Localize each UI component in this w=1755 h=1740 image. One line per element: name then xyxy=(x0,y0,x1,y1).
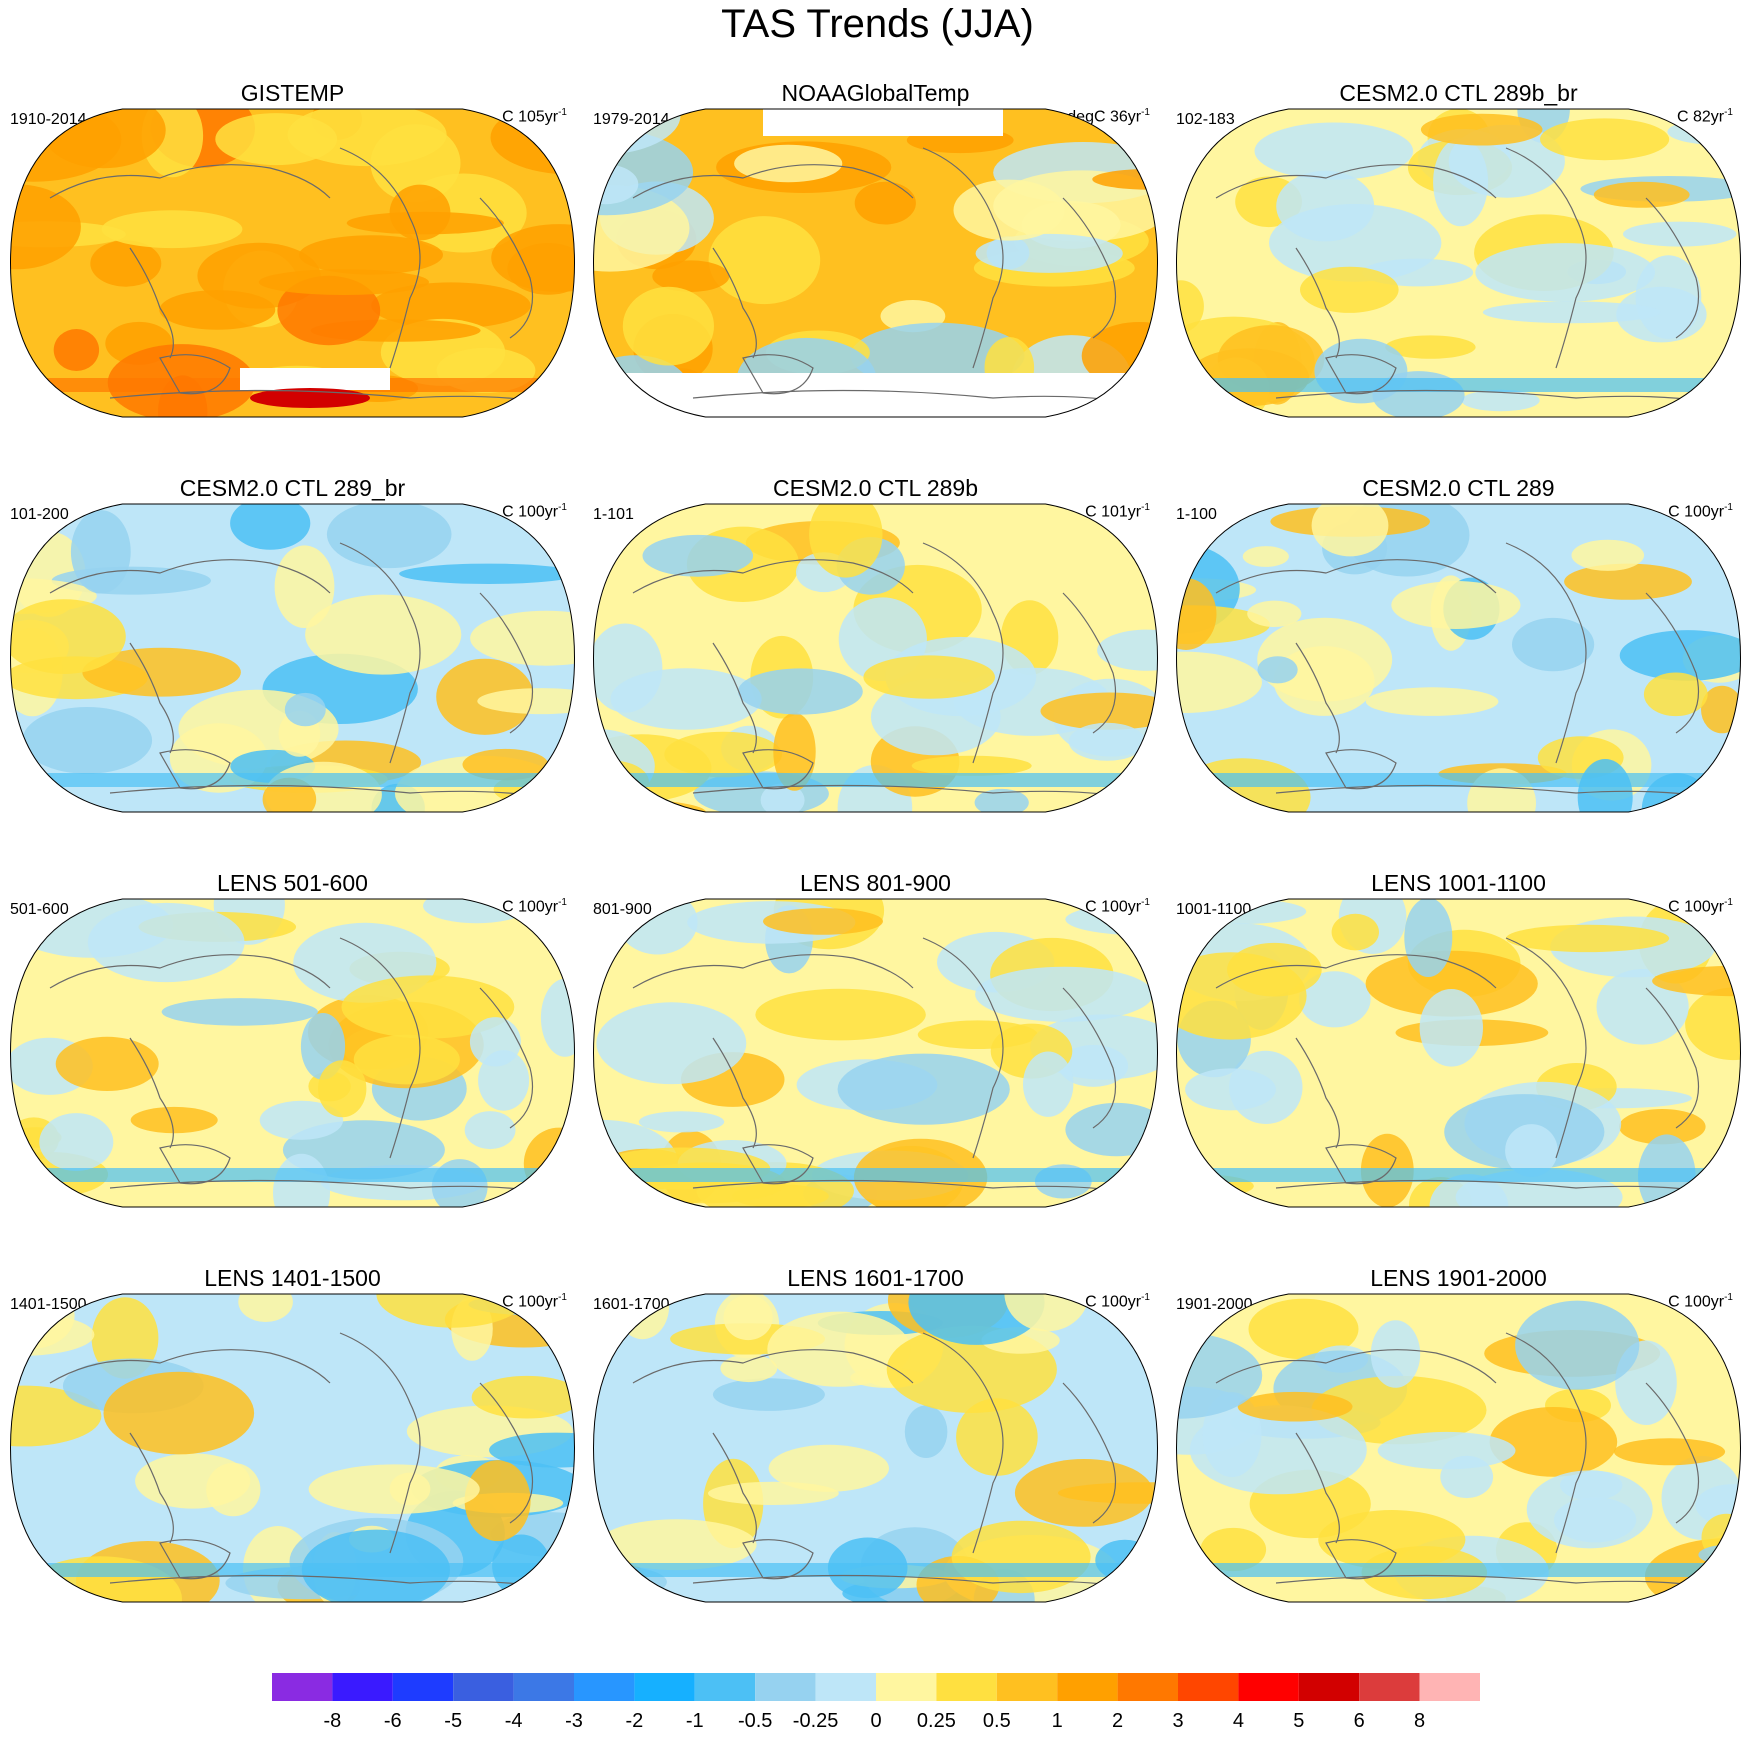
colorbar-swatch xyxy=(1057,1673,1118,1701)
map-panel: CESM2.0 CTL 289_br 101-200 C 100yr-1 xyxy=(0,393,585,813)
panel-title: LENS 501-600 xyxy=(217,870,368,896)
colorbar-tick-label: -8 xyxy=(324,1710,342,1732)
panel-title: LENS 1401-1500 xyxy=(204,1265,381,1291)
colorbar-swatch xyxy=(392,1673,454,1701)
colorbar-tick-label: 4 xyxy=(1233,1710,1244,1732)
unit-label: C 100yr-1 xyxy=(1668,897,1733,916)
colorbar-swatch xyxy=(694,1673,756,1701)
colorbar-tick-label: -1 xyxy=(686,1710,704,1732)
map-panel: LENS 1001-1100 1001-1100 C 100yr-1 xyxy=(1166,788,1751,1208)
colorbar-tick-label: -0.5 xyxy=(738,1710,772,1732)
map-panel: CESM2.0 CTL 289b_br 102-183 C 82yr-1 xyxy=(1166,0,1751,418)
colorbar-swatch xyxy=(876,1673,937,1701)
unit-label: C 100yr-1 xyxy=(1085,897,1150,916)
colorbar-swatch xyxy=(1178,1673,1239,1701)
world-map xyxy=(10,108,575,418)
colorbar-swatch xyxy=(1238,1673,1299,1701)
colorbar-tick-label: 0.25 xyxy=(917,1710,956,1732)
period-label: 801-900 xyxy=(593,901,652,918)
colorbar-swatch xyxy=(1117,1673,1178,1701)
colorbar-tick-label: 0.5 xyxy=(983,1710,1011,1732)
panel-title: GISTEMP xyxy=(240,80,345,106)
colorbar-tick-label: 1 xyxy=(1052,1710,1063,1732)
colorbar-tick-label: -4 xyxy=(505,1710,523,1732)
map-panel: LENS 1601-1700 1601-1700 C 100yr-1 xyxy=(583,1183,1168,1603)
colorbar-swatch xyxy=(996,1673,1058,1701)
period-label: 1-100 xyxy=(1176,506,1217,523)
figure-title: TAS Trends (JJA) xyxy=(721,2,1034,46)
colorbar-swatch xyxy=(332,1673,393,1701)
unit-label: C 100yr-1 xyxy=(502,1292,567,1311)
world-map xyxy=(593,1293,1158,1603)
colorbar-tick-label: -0.25 xyxy=(793,1710,839,1732)
world-map xyxy=(1176,898,1741,1208)
period-label: 501-600 xyxy=(10,901,69,918)
colorbar-swatch xyxy=(755,1673,816,1701)
map-panel: CESM2.0 CTL 289 1-100 C 100yr-1 xyxy=(1166,393,1751,813)
period-label: 1-101 xyxy=(593,506,634,523)
colorbar-swatch xyxy=(1359,1673,1420,1701)
unit-label: C 82yr-1 xyxy=(1676,107,1733,126)
map-panel: LENS 801-900 801-900 C 100yr-1 xyxy=(583,788,1168,1208)
colorbar-swatch xyxy=(634,1673,695,1701)
colorbar-swatch xyxy=(1298,1673,1360,1701)
colorbar-swatch xyxy=(815,1673,876,1701)
period-label: 1401-1500 xyxy=(10,1296,87,1313)
panel-title: LENS 1901-2000 xyxy=(1370,1265,1547,1291)
unit-label: C 100yr-1 xyxy=(1668,1292,1733,1311)
period-label: 1979-2014 xyxy=(593,111,670,128)
unit-label: C 105yr-1 xyxy=(502,107,567,126)
panel-title: CESM2.0 CTL 289b xyxy=(773,475,978,501)
world-map xyxy=(1176,503,1741,813)
colorbar-tick-label: 6 xyxy=(1354,1710,1365,1732)
panel-title: LENS 801-900 xyxy=(800,870,951,896)
world-map xyxy=(10,898,575,1208)
colorbar-tick-label: 3 xyxy=(1172,1710,1183,1732)
panel-title: CESM2.0 CTL 289_br xyxy=(179,475,406,501)
colorbar-tick-label: -3 xyxy=(565,1710,583,1732)
world-map xyxy=(593,898,1158,1208)
period-label: 1601-1700 xyxy=(593,1296,670,1313)
map-panel: LENS 501-600 501-600 C 100yr-1 xyxy=(0,788,585,1208)
map-panel: LENS 1401-1500 1401-1500 C 100yr-1 xyxy=(0,1183,585,1603)
world-map xyxy=(593,503,1158,813)
panel-title: LENS 1601-1700 xyxy=(787,1265,964,1291)
unit-label: C 100yr-1 xyxy=(1085,1292,1150,1311)
map-panel: CESM2.0 CTL 289b 1-101 C 101yr-1 xyxy=(583,393,1168,813)
panel-title: NOAAGlobalTemp xyxy=(781,80,970,106)
map-panel: GISTEMP 1910-2014 C 105yr-1 xyxy=(0,0,585,418)
colorbar-swatch xyxy=(453,1673,514,1701)
colorbar-tick-label: 0 xyxy=(870,1710,881,1732)
panel-title: LENS 1001-1100 xyxy=(1371,870,1546,896)
period-label: 1910-2014 xyxy=(10,111,87,128)
colorbar-tick-label: 2 xyxy=(1112,1710,1123,1732)
colorbar-tick-label: -5 xyxy=(444,1710,462,1732)
map-panel: LENS 1901-2000 1901-2000 C 100yr-1 xyxy=(1166,1183,1751,1603)
panel-title: CESM2.0 CTL 289b_br xyxy=(1339,80,1578,106)
panel-title: CESM2.0 CTL 289 xyxy=(1362,475,1555,501)
unit-label: C 100yr-1 xyxy=(1668,502,1733,521)
period-label: 101-200 xyxy=(10,506,69,523)
colorbar-tick-label: 5 xyxy=(1293,1710,1304,1732)
unit-label: C 100yr-1 xyxy=(502,897,567,916)
colorbar-swatch xyxy=(1419,1673,1480,1701)
world-map xyxy=(1176,108,1741,418)
colorbar-swatch xyxy=(513,1673,574,1701)
unit-label: C 101yr-1 xyxy=(1085,502,1150,521)
colorbar-swatch xyxy=(574,1673,635,1701)
world-map xyxy=(1176,1293,1741,1603)
world-map xyxy=(10,503,575,813)
period-label: 102-183 xyxy=(1176,111,1235,128)
world-map xyxy=(593,108,1158,418)
period-label: 1901-2000 xyxy=(1176,1296,1253,1313)
colorbar-swatch xyxy=(272,1673,333,1701)
colorbar-swatch xyxy=(936,1673,997,1701)
unit-label: C 100yr-1 xyxy=(502,502,567,521)
colorbar-tick-label: -2 xyxy=(626,1710,644,1732)
period-label: 1001-1100 xyxy=(1176,901,1252,918)
world-map xyxy=(10,1293,575,1603)
colorbar-tick-label: 8 xyxy=(1414,1710,1425,1732)
colorbar-tick-label: -6 xyxy=(384,1710,402,1732)
map-panel: NOAAGlobalTemp 1979-2014 degC 36yr-1 xyxy=(583,0,1168,418)
